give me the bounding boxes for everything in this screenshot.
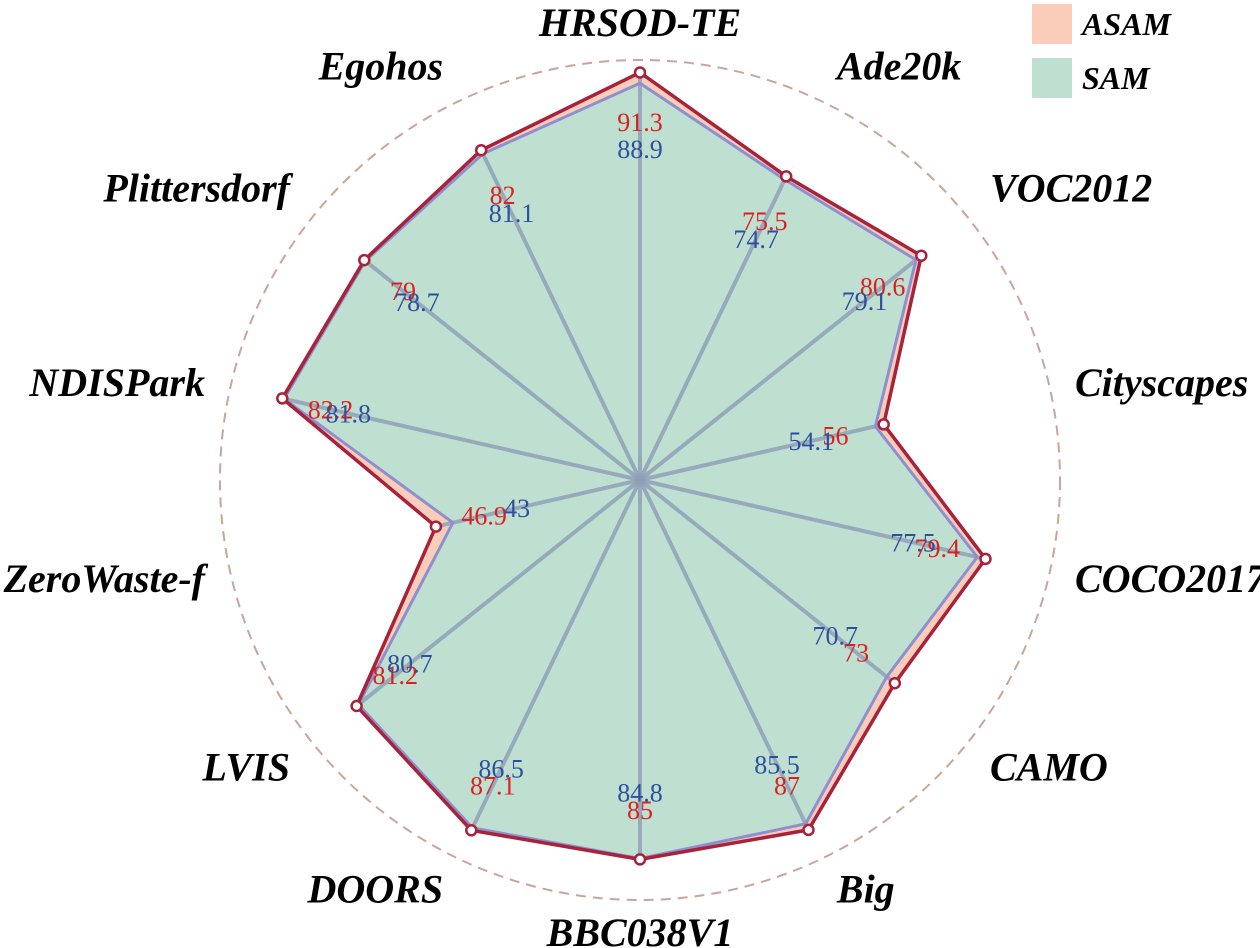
axis-label-bbc038v1: BBC038V1 [546,910,734,948]
value-label-sam-egohos: 81.1 [489,199,535,228]
value-label-asam-ade20k: 75.5 [742,207,788,236]
value-label-asam-coco2017: 79.4 [915,534,961,563]
legend-label-asam: ASAM [1080,6,1172,42]
value-label-asam-bbc038v1: 85 [627,796,653,825]
value-label-sam-ndispark: 81.8 [326,399,372,428]
value-label-asam-doors: 87.1 [470,772,516,801]
asam-marker-bbc038v1 [633,853,647,866]
axis-label-coco2017: COCO2017 [1075,556,1260,601]
value-label-asam-hrsod-te: 91.3 [617,108,663,137]
axis-labels: HRSOD-TE Ade20k VOC2012 Cityscapes COCO2017 C… [3,0,1260,948]
asam-marker-doors [465,824,478,837]
asam-marker-hrsod-te [633,66,647,79]
asam-marker-lvis [350,699,363,713]
value-label-sam-hrsod-te: 88.9 [617,135,663,164]
asam-marker-big [802,823,815,837]
value-label-sam-bbc038v1: 84.8 [617,779,663,808]
asam-marker-voc2012 [915,249,928,262]
spoke-plittersdorf [363,258,642,482]
series-outlines [276,66,992,866]
value-label-asam-voc2012: 80.6 [860,273,906,302]
outer-ring [219,59,1061,901]
spoke-zerowaste-f [435,478,641,529]
spoke-cityscapes [639,422,885,482]
value-label-sam-voc2012: 79.1 [842,287,888,316]
axis-label-hrsod-te: HRSOD-TE [538,0,741,45]
spoke-ndispark [281,396,641,482]
value-label-sam-lvis: 80.7 [387,650,433,679]
value-label-sam-coco2017: 77.5 [890,528,936,557]
axis-label-ade20k: Ade20k [834,44,961,89]
spoke-doors [469,479,642,832]
axis-spokes [281,72,986,860]
asam-marker-plittersdorf [358,253,371,267]
asam-marker-ade20k [779,170,793,183]
value-label-sam-doors: 86.5 [478,755,524,784]
value-label-asam-big: 87 [774,771,800,800]
axis-label-voc2012: VOC2012 [990,166,1152,211]
value-label-asam-zerowaste-f: 46.9 [461,502,507,531]
spoke-coco2017 [639,478,986,561]
value-label-sam-cityscapes: 54.1 [788,427,834,456]
value-label-asam-plittersdorf: 79 [390,277,416,306]
asam-marker-cityscapes [877,418,890,431]
value-label-asam-cityscapes: 56 [823,421,849,450]
spoke-ade20k [638,175,789,481]
asam-marker-coco2017 [979,552,992,566]
asam-marker-camo [888,676,902,690]
legend-swatch-asam [1032,4,1072,44]
spoke-lvis [355,478,642,708]
legend-swatch-sam [1032,58,1072,98]
asam-marker-ndispark [276,392,289,405]
value-label-asam-camo: 73 [843,638,869,667]
axis-label-lvis: LVIS [202,744,290,789]
axis-label-cityscapes: Cityscapes [1075,360,1248,405]
value-label-sam-plittersdorf: 78.7 [394,288,440,317]
axis-label-camo: CAMO [990,744,1108,789]
value-label-asam-lvis: 81.2 [373,661,419,690]
asam-marker-egohos [474,143,488,157]
axis-label-egohos: Egohos [318,44,444,89]
axis-label-big: Big [836,866,895,911]
spoke-egohos [479,149,642,481]
value-label-sam-zerowaste-f: 43 [504,494,530,523]
value-label-asam-ndispark: 82.2 [308,395,354,424]
spoke-camo [638,478,897,685]
value-label-asam-egohos: 82 [490,181,516,210]
spoke-voc2012 [638,254,923,482]
value-label-sam-ade20k: 74.7 [733,225,779,254]
legend-label-sam: SAM [1082,60,1151,96]
axis-label-ndispark: NDISPark [28,360,205,405]
axis-label-zerowaste-f: ZeroWaste-f [3,556,209,601]
asam-marker-zerowaste-f [429,520,443,533]
value-label-sam-big: 85.5 [754,751,800,780]
axis-label-doors: DOORS [307,866,444,911]
value-label-sam-camo: 70.7 [812,622,858,651]
spoke-big [638,479,811,831]
legend: ASAM SAM [1032,4,1172,98]
axis-label-plittersdorf: Plittersdorf [102,166,293,211]
